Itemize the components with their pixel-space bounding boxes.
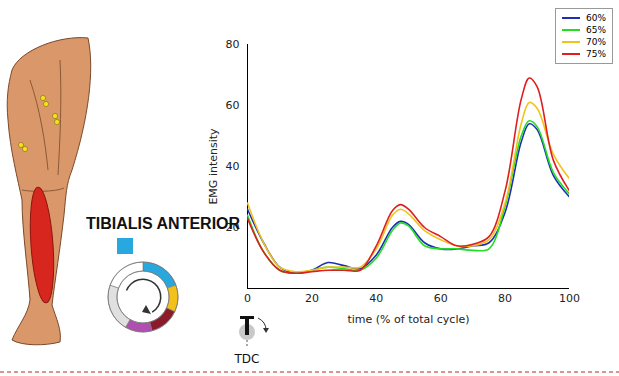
svg-text:TDC: TDC [234, 352, 260, 366]
svg-text:20: 20 [226, 221, 240, 234]
html-text:75%: 75% [586, 49, 606, 59]
svg-text:40: 40 [369, 292, 383, 305]
html-text:60%: 60% [586, 13, 606, 23]
svg-text:60: 60 [226, 99, 240, 112]
html-text:65%: 65% [586, 25, 606, 35]
svg-text:20: 20 [305, 292, 319, 305]
svg-text:80: 80 [498, 292, 512, 305]
svg-text:40: 40 [226, 160, 240, 173]
svg-text:100: 100 [559, 292, 580, 305]
svg-text:0: 0 [244, 292, 251, 305]
html-text:70%: 70% [586, 37, 606, 47]
svg-text:80: 80 [226, 38, 240, 51]
svg-text:EMG intensity: EMG intensity [207, 128, 220, 205]
svg-text:TIBIALIS ANTERIOR: TIBIALIS ANTERIOR [86, 215, 241, 232]
svg-text:60: 60 [434, 292, 448, 305]
svg-text:time (% of total cycle): time (% of total cycle) [347, 313, 469, 326]
